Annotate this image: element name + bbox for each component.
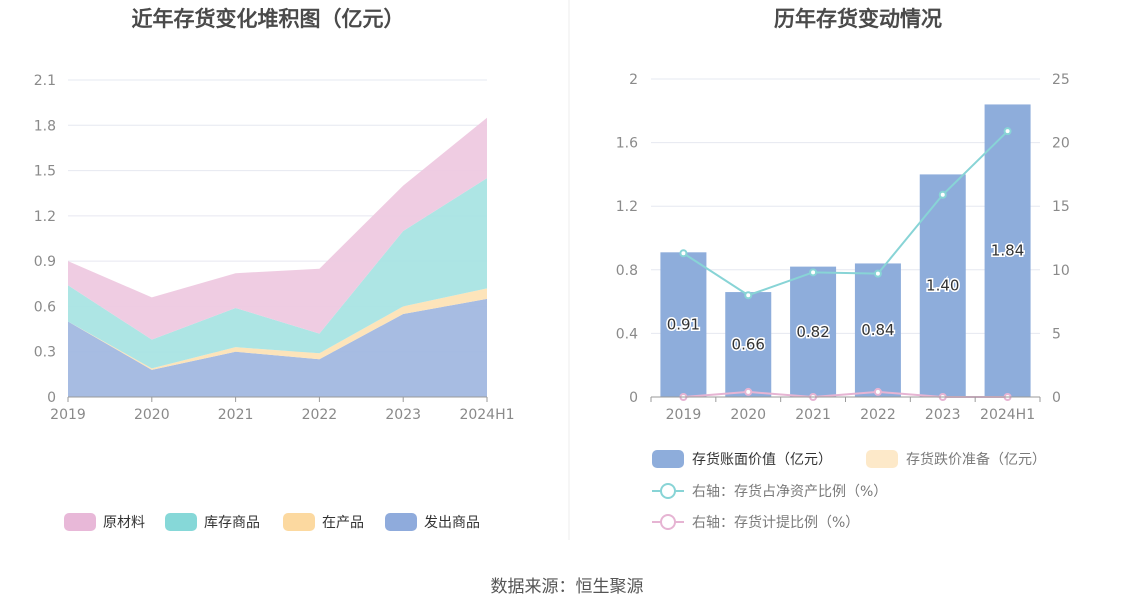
left-y-tick-label: 1.8 <box>34 118 56 134</box>
legend-line-marker <box>660 514 676 530</box>
bar-value-label: 0.84 <box>861 321 894 339</box>
right-left-y-tick-label: 0.8 <box>616 263 638 279</box>
right-right-y-tick-label: 0 <box>1052 390 1061 406</box>
bar-2024H1 <box>984 104 1031 397</box>
bar-2023 <box>919 174 966 397</box>
source-caption: 数据来源：恒生聚源 <box>491 577 644 597</box>
legend-label-bar: 存货账面价值（亿元） <box>692 451 832 468</box>
right-chart-title: 历年存货变动情况 <box>774 7 942 31</box>
right-right-y-tick-label: 25 <box>1052 72 1070 88</box>
left-legend: 原材料 库存商品 在产品 发出商品 <box>64 513 480 531</box>
bar-2022 <box>854 263 901 397</box>
legend-label-发出商品: 发出商品 <box>424 515 480 531</box>
right-x-tick-label: 2020 <box>730 407 766 423</box>
stacked-area-chart: 近年存货变化堆积图（亿元） 0 0.3 0.6 0.9 1.2 1.5 1.8 2.1 201… <box>34 7 515 531</box>
left-y-tick-label: 2.1 <box>34 73 56 89</box>
right-left-y-tick-label: 2 <box>629 72 638 88</box>
left-y-tick-label: 1.5 <box>34 164 56 180</box>
area-库存商品 <box>68 178 487 369</box>
left-x-tick-label: 2021 <box>218 407 254 423</box>
area-原材料 <box>68 117 487 340</box>
right-left-y-tick-label: 1.6 <box>616 136 638 152</box>
bar-value-label: 0.82 <box>796 323 829 341</box>
right-x-tick-label: 2023 <box>925 407 961 423</box>
legend-line-label: 右轴：存货计提比例（%） <box>692 514 859 531</box>
bar-2021 <box>790 266 837 397</box>
right-x-tick-label: 2024H1 <box>980 407 1035 423</box>
right-bar-series: 0.91 0.66 0.82 0.84 1.40 1.84 <box>660 104 1031 397</box>
legend-swatch-原材料 <box>64 513 96 531</box>
bar-value-label: 1.40 <box>926 277 959 295</box>
left-area-series <box>68 117 487 397</box>
legend-label-在产品: 在产品 <box>322 515 364 531</box>
right-right-y-tick-label: 15 <box>1052 199 1070 215</box>
line-point <box>1003 127 1012 136</box>
right-x-tick-label: 2022 <box>860 407 896 423</box>
bar-value-label: 1.84 <box>991 242 1024 260</box>
left-y-tick-label: 0.9 <box>34 254 56 270</box>
legend-swatch-在产品 <box>283 513 315 531</box>
right-right-y-tick-label: 10 <box>1052 263 1070 279</box>
right-left-y-tick-label: 0.4 <box>616 326 638 342</box>
left-y-tick-label: 0.6 <box>34 299 56 315</box>
right-axes: 2019 2020 2021 2022 2023 2024H1 <box>650 396 1041 423</box>
legend-line-marker <box>660 483 676 499</box>
legend-swatch-发出商品 <box>385 513 417 531</box>
legend-label-原材料: 原材料 <box>103 515 145 531</box>
line-point <box>744 387 753 396</box>
left-x-tick-label: 2024H1 <box>459 407 514 423</box>
right-legend: 存货账面价值（亿元） 存货跌价准备（亿元） 右轴：存货占净资产比例（%） 右轴：存货计… <box>652 450 1046 531</box>
line-point <box>679 249 688 258</box>
bar-value-label: 0.66 <box>732 336 765 354</box>
area-在产品 <box>68 288 487 370</box>
left-x-tick-label: 2022 <box>302 407 338 423</box>
bar-2020 <box>725 292 772 397</box>
left-chart-title: 近年存货变化堆积图（亿元） <box>132 7 405 31</box>
bar-value-label: 0.91 <box>667 316 700 334</box>
right-x-tick-label: 2019 <box>666 407 702 423</box>
legend-swatch-库存商品 <box>165 513 197 531</box>
left-x-tick-label: 2023 <box>385 407 421 423</box>
left-y-tick-label: 0.3 <box>34 345 56 361</box>
area-发出商品 <box>68 298 487 397</box>
legend-label-库存商品: 库存商品 <box>204 515 260 531</box>
line-point <box>938 190 947 199</box>
line-point <box>873 269 882 278</box>
right-right-y-tick-label: 20 <box>1052 136 1070 152</box>
right-left-y-tick-label: 0 <box>629 390 638 406</box>
line-point <box>744 291 753 300</box>
left-x-tick-label: 2019 <box>50 407 86 423</box>
left-x-tick-label: 2020 <box>134 407 170 423</box>
left-y-tick-label: 0 <box>47 390 56 406</box>
legend-swatch-reserve <box>866 450 898 468</box>
line-右轴：存货占净资产比例（%） <box>682 130 1009 297</box>
line-point <box>873 387 882 396</box>
right-x-tick-label: 2021 <box>795 407 831 423</box>
legend-label-reserve: 存货跌价准备（亿元） <box>906 451 1046 468</box>
right-right-y-tick-label: 5 <box>1052 326 1061 342</box>
legend-line-label: 右轴：存货占净资产比例（%） <box>692 483 887 500</box>
left-axes: 2019 2020 2021 2022 2023 2024H1 <box>50 396 515 423</box>
right-left-y-tick-label: 1.2 <box>616 199 638 215</box>
legend-swatch-bar <box>652 450 684 468</box>
bar-2019 <box>660 252 707 397</box>
left-y-tick-label: 1.2 <box>34 209 56 225</box>
line-point <box>809 268 818 277</box>
